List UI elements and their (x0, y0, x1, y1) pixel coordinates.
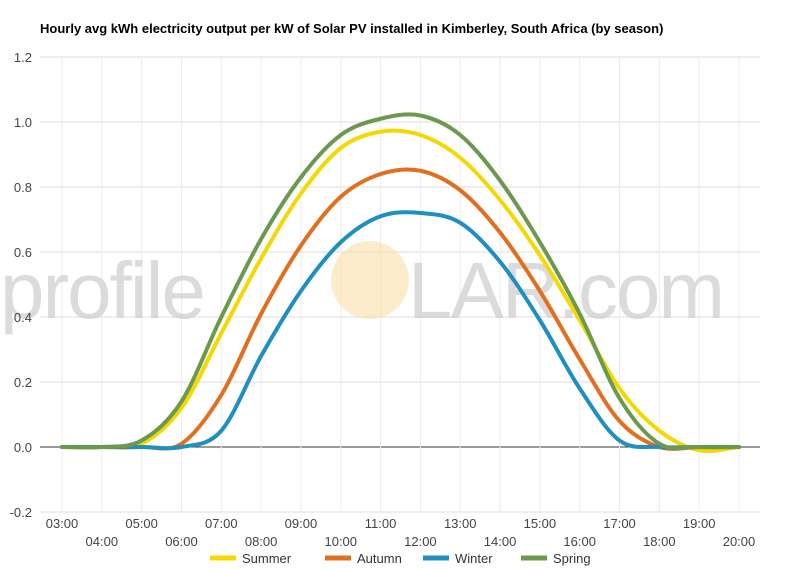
legend-label: Winter (455, 551, 493, 566)
x-tick-label: 16:00 (563, 534, 596, 549)
x-tick-label: 03:00 (46, 516, 79, 531)
legend-item-summer[interactable]: Summer (210, 551, 292, 566)
legend-label: Autumn (357, 551, 402, 566)
legend-label: Summer (242, 551, 292, 566)
x-tick-label: 09:00 (285, 516, 318, 531)
x-axis-ticks: 03:00 04:00 05:00 06:00 07:00 08:00 09:00 10:00… (46, 516, 756, 549)
x-tick-label: 13:00 (444, 516, 477, 531)
x-tick-label: 15:00 (524, 516, 557, 531)
series-lines (60, 112, 741, 453)
series-line-autumn (60, 167, 741, 451)
x-tick-label: 06:00 (165, 534, 198, 549)
y-axis-ticks: -0.2 0.0 0.2 0.4 0.6 0.8 1.0 1.2 (10, 50, 32, 520)
x-tick-label: 05:00 (125, 516, 158, 531)
y-tick-label: 0.4 (14, 310, 32, 325)
y-tick-label: 0.2 (14, 375, 32, 390)
watermark: profile LAR.com (0, 241, 725, 335)
grid-lines (40, 56, 760, 513)
series-line-winter (60, 210, 741, 451)
x-tick-label: 12:00 (404, 534, 437, 549)
y-tick-label: -0.2 (10, 505, 32, 520)
y-tick-label: 0.0 (14, 440, 32, 455)
x-tick-label: 20:00 (723, 534, 756, 549)
x-tick-label: 07:00 (205, 516, 238, 531)
series-line-spring (60, 112, 741, 451)
y-tick-label: 1.0 (14, 115, 32, 130)
watermark-sun-icon (331, 241, 409, 319)
x-tick-label: 17:00 (603, 516, 636, 531)
y-tick-label: 0.6 (14, 245, 32, 260)
legend-item-spring[interactable]: Spring (521, 551, 591, 566)
legend-label: Spring (553, 551, 591, 566)
watermark-text-left: profile (0, 246, 204, 335)
legend-item-winter[interactable]: Winter (423, 551, 493, 566)
x-tick-label: 08:00 (245, 534, 278, 549)
y-tick-label: 1.2 (14, 50, 32, 65)
x-tick-label: 18:00 (643, 534, 676, 549)
legend-item-autumn[interactable]: Autumn (325, 551, 402, 566)
x-tick-label: 11:00 (365, 516, 397, 531)
series-line-summer (60, 128, 741, 453)
chart-title: Hourly avg kWh electricity output per kW… (40, 21, 663, 36)
x-tick-label: 19:00 (683, 516, 716, 531)
y-tick-label: 0.8 (14, 180, 32, 195)
x-tick-label: 14:00 (484, 534, 517, 549)
x-tick-label: 10:00 (324, 534, 357, 549)
legend[interactable]: Summer Autumn Winter Spring (210, 551, 591, 566)
x-tick-label: 04:00 (86, 534, 119, 549)
